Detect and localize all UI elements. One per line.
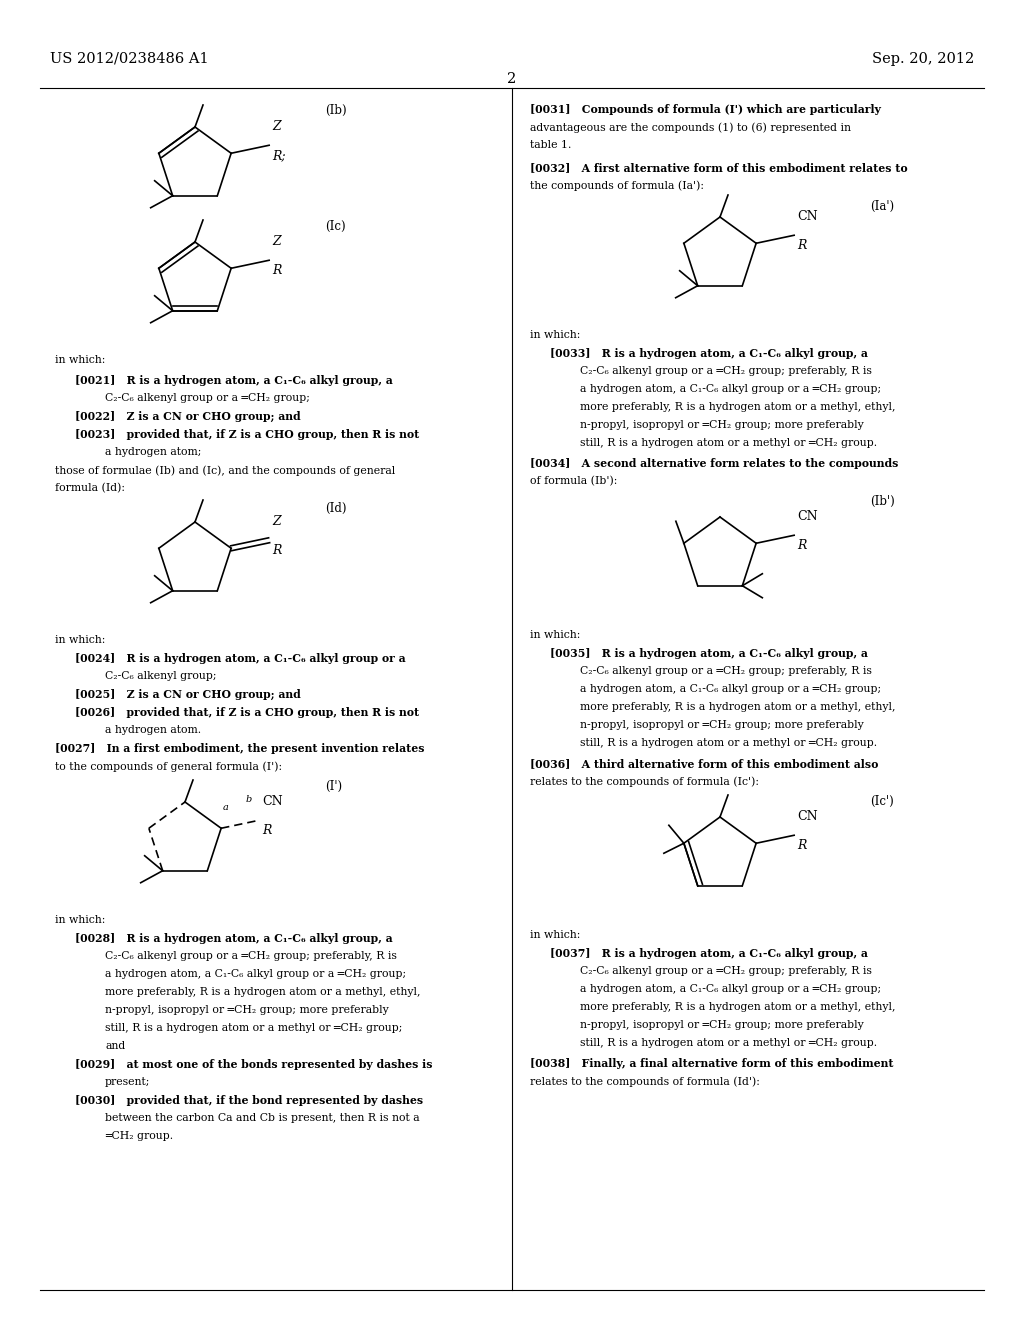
Text: (I'): (I'): [325, 780, 342, 793]
Text: in which:: in which:: [55, 915, 105, 925]
Text: a: a: [223, 804, 229, 812]
Text: in which:: in which:: [530, 931, 581, 940]
Text: [0023]   provided that, if Z is a CHO group, then R is not: [0023] provided that, if Z is a CHO grou…: [75, 429, 419, 440]
Text: and: and: [105, 1041, 125, 1051]
Text: [0025]   Z is a CN or CHO group; and: [0025] Z is a CN or CHO group; and: [75, 689, 301, 700]
Text: C₂-C₆ alkenyl group or a ═CH₂ group;: C₂-C₆ alkenyl group or a ═CH₂ group;: [105, 393, 310, 403]
Text: [0022]   Z is a CN or CHO group; and: [0022] Z is a CN or CHO group; and: [75, 411, 301, 422]
Text: n-propyl, isopropyl or ═CH₂ group; more preferably: n-propyl, isopropyl or ═CH₂ group; more …: [580, 719, 864, 730]
Text: n-propyl, isopropyl or ═CH₂ group; more preferably: n-propyl, isopropyl or ═CH₂ group; more …: [580, 420, 864, 430]
Text: in which:: in which:: [530, 630, 581, 640]
Text: Sep. 20, 2012: Sep. 20, 2012: [871, 51, 974, 66]
Text: still, R is a hydrogen atom or a methyl or ═CH₂ group;: still, R is a hydrogen atom or a methyl …: [105, 1023, 402, 1034]
Text: C₂-C₆ alkenyl group or a ═CH₂ group; preferably, R is: C₂-C₆ alkenyl group or a ═CH₂ group; pre…: [580, 667, 871, 676]
Text: (Ic): (Ic): [325, 220, 346, 234]
Text: [0021]   R is a hydrogen atom, a C₁-C₆ alkyl group, a: [0021] R is a hydrogen atom, a C₁-C₆ alk…: [75, 375, 393, 385]
Text: in which:: in which:: [55, 635, 105, 645]
Text: CN: CN: [262, 795, 283, 808]
Text: table 1.: table 1.: [530, 140, 571, 150]
Text: those of formulae (Ib) and (Ic), and the compounds of general: those of formulae (Ib) and (Ic), and the…: [55, 465, 395, 475]
Text: in which:: in which:: [530, 330, 581, 341]
Text: US 2012/0238486 A1: US 2012/0238486 A1: [50, 51, 209, 66]
Text: b: b: [245, 795, 251, 804]
Text: C₂-C₆ alkenyl group;: C₂-C₆ alkenyl group;: [105, 671, 216, 681]
Text: n-propyl, isopropyl or ═CH₂ group; more preferably: n-propyl, isopropyl or ═CH₂ group; more …: [105, 1005, 389, 1015]
Text: in which:: in which:: [55, 355, 105, 366]
Text: of formula (Ib'):: of formula (Ib'):: [530, 477, 617, 486]
Text: 2: 2: [507, 73, 517, 86]
Text: [0029]   at most one of the bonds represented by dashes is: [0029] at most one of the bonds represen…: [75, 1059, 432, 1071]
Text: R: R: [797, 239, 807, 252]
Text: more preferably, R is a hydrogen atom or a methyl, ethyl,: more preferably, R is a hydrogen atom or…: [580, 403, 896, 412]
Text: (Ib'): (Ib'): [870, 495, 895, 508]
Text: to the compounds of general formula (I'):: to the compounds of general formula (I')…: [55, 762, 283, 772]
Text: [0024]   R is a hydrogen atom, a C₁-C₆ alkyl group or a: [0024] R is a hydrogen atom, a C₁-C₆ alk…: [75, 653, 406, 664]
Text: [0028]   R is a hydrogen atom, a C₁-C₆ alkyl group, a: [0028] R is a hydrogen atom, a C₁-C₆ alk…: [75, 933, 392, 944]
Text: the compounds of formula (Ia'):: the compounds of formula (Ia'):: [530, 180, 705, 190]
Text: [0035]   R is a hydrogen atom, a C₁-C₆ alkyl group, a: [0035] R is a hydrogen atom, a C₁-C₆ alk…: [550, 648, 868, 659]
Text: C₂-C₆ alkenyl group or a ═CH₂ group; preferably, R is: C₂-C₆ alkenyl group or a ═CH₂ group; pre…: [105, 950, 397, 961]
Text: a hydrogen atom, a C₁-C₆ alkyl group or a ═CH₂ group;: a hydrogen atom, a C₁-C₆ alkyl group or …: [580, 983, 881, 994]
Text: Z: Z: [272, 120, 281, 133]
Text: [0038]   Finally, a final alternative form of this embodiment: [0038] Finally, a final alternative form…: [530, 1059, 894, 1069]
Text: a hydrogen atom;: a hydrogen atom;: [105, 447, 202, 457]
Text: [0031]   Compounds of formula (I') which are particularly: [0031] Compounds of formula (I') which a…: [530, 104, 881, 115]
Text: CN: CN: [797, 210, 818, 223]
Text: (Ia'): (Ia'): [870, 201, 894, 213]
Text: R: R: [797, 840, 807, 853]
Text: [0036]   A third alternative form of this embodiment also: [0036] A third alternative form of this …: [530, 758, 879, 770]
Text: [0037]   R is a hydrogen atom, a C₁-C₆ alkyl group, a: [0037] R is a hydrogen atom, a C₁-C₆ alk…: [550, 948, 868, 960]
Text: formula (Id):: formula (Id):: [55, 483, 125, 494]
Text: between the carbon Ca and Cb is present, then R is not a: between the carbon Ca and Cb is present,…: [105, 1113, 420, 1123]
Text: present;: present;: [105, 1077, 151, 1086]
Text: still, R is a hydrogen atom or a methyl or ═CH₂ group.: still, R is a hydrogen atom or a methyl …: [580, 438, 878, 447]
Text: (Id): (Id): [325, 502, 346, 515]
Text: n-propyl, isopropyl or ═CH₂ group; more preferably: n-propyl, isopropyl or ═CH₂ group; more …: [580, 1020, 864, 1030]
Text: still, R is a hydrogen atom or a methyl or ═CH₂ group.: still, R is a hydrogen atom or a methyl …: [580, 1038, 878, 1048]
Text: more preferably, R is a hydrogen atom or a methyl, ethyl,: more preferably, R is a hydrogen atom or…: [580, 702, 896, 711]
Text: [0032]   A first alternative form of this embodiment relates to: [0032] A first alternative form of this …: [530, 162, 907, 173]
Text: CN: CN: [797, 511, 818, 523]
Text: (Ic'): (Ic'): [870, 795, 894, 808]
Text: R: R: [797, 540, 807, 552]
Text: CN: CN: [797, 810, 818, 824]
Text: R;: R;: [272, 149, 286, 162]
Text: relates to the compounds of formula (Ic'):: relates to the compounds of formula (Ic'…: [530, 776, 759, 787]
Text: a hydrogen atom.: a hydrogen atom.: [105, 725, 201, 735]
Text: R: R: [272, 544, 282, 557]
Text: still, R is a hydrogen atom or a methyl or ═CH₂ group.: still, R is a hydrogen atom or a methyl …: [580, 738, 878, 748]
Text: relates to the compounds of formula (Id'):: relates to the compounds of formula (Id'…: [530, 1076, 760, 1086]
Text: ═CH₂ group.: ═CH₂ group.: [105, 1131, 173, 1140]
Text: [0027]   In a first embodiment, the present invention relates: [0027] In a first embodiment, the presen…: [55, 743, 425, 754]
Text: advantageous are the compounds (1) to (6) represented in: advantageous are the compounds (1) to (6…: [530, 121, 851, 132]
Text: a hydrogen atom, a C₁-C₆ alkyl group or a ═CH₂ group;: a hydrogen atom, a C₁-C₆ alkyl group or …: [105, 969, 407, 979]
Text: a hydrogen atom, a C₁-C₆ alkyl group or a ═CH₂ group;: a hydrogen atom, a C₁-C₆ alkyl group or …: [580, 684, 881, 694]
Text: R: R: [262, 824, 271, 837]
Text: C₂-C₆ alkenyl group or a ═CH₂ group; preferably, R is: C₂-C₆ alkenyl group or a ═CH₂ group; pre…: [580, 366, 871, 376]
Text: [0034]   A second alternative form relates to the compounds: [0034] A second alternative form relates…: [530, 458, 898, 469]
Text: C₂-C₆ alkenyl group or a ═CH₂ group; preferably, R is: C₂-C₆ alkenyl group or a ═CH₂ group; pre…: [580, 966, 871, 975]
Text: [0030]   provided that, if the bond represented by dashes: [0030] provided that, if the bond repres…: [75, 1096, 423, 1106]
Text: Z: Z: [272, 515, 281, 528]
Text: [0026]   provided that, if Z is a CHO group, then R is not: [0026] provided that, if Z is a CHO grou…: [75, 708, 419, 718]
Text: more preferably, R is a hydrogen atom or a methyl, ethyl,: more preferably, R is a hydrogen atom or…: [105, 987, 421, 997]
Text: [0033]   R is a hydrogen atom, a C₁-C₆ alkyl group, a: [0033] R is a hydrogen atom, a C₁-C₆ alk…: [550, 348, 868, 359]
Text: a hydrogen atom, a C₁-C₆ alkyl group or a ═CH₂ group;: a hydrogen atom, a C₁-C₆ alkyl group or …: [580, 384, 881, 393]
Text: Z: Z: [272, 235, 281, 248]
Text: R: R: [272, 264, 282, 277]
Text: more preferably, R is a hydrogen atom or a methyl, ethyl,: more preferably, R is a hydrogen atom or…: [580, 1002, 896, 1012]
Text: (Ib): (Ib): [325, 104, 347, 117]
